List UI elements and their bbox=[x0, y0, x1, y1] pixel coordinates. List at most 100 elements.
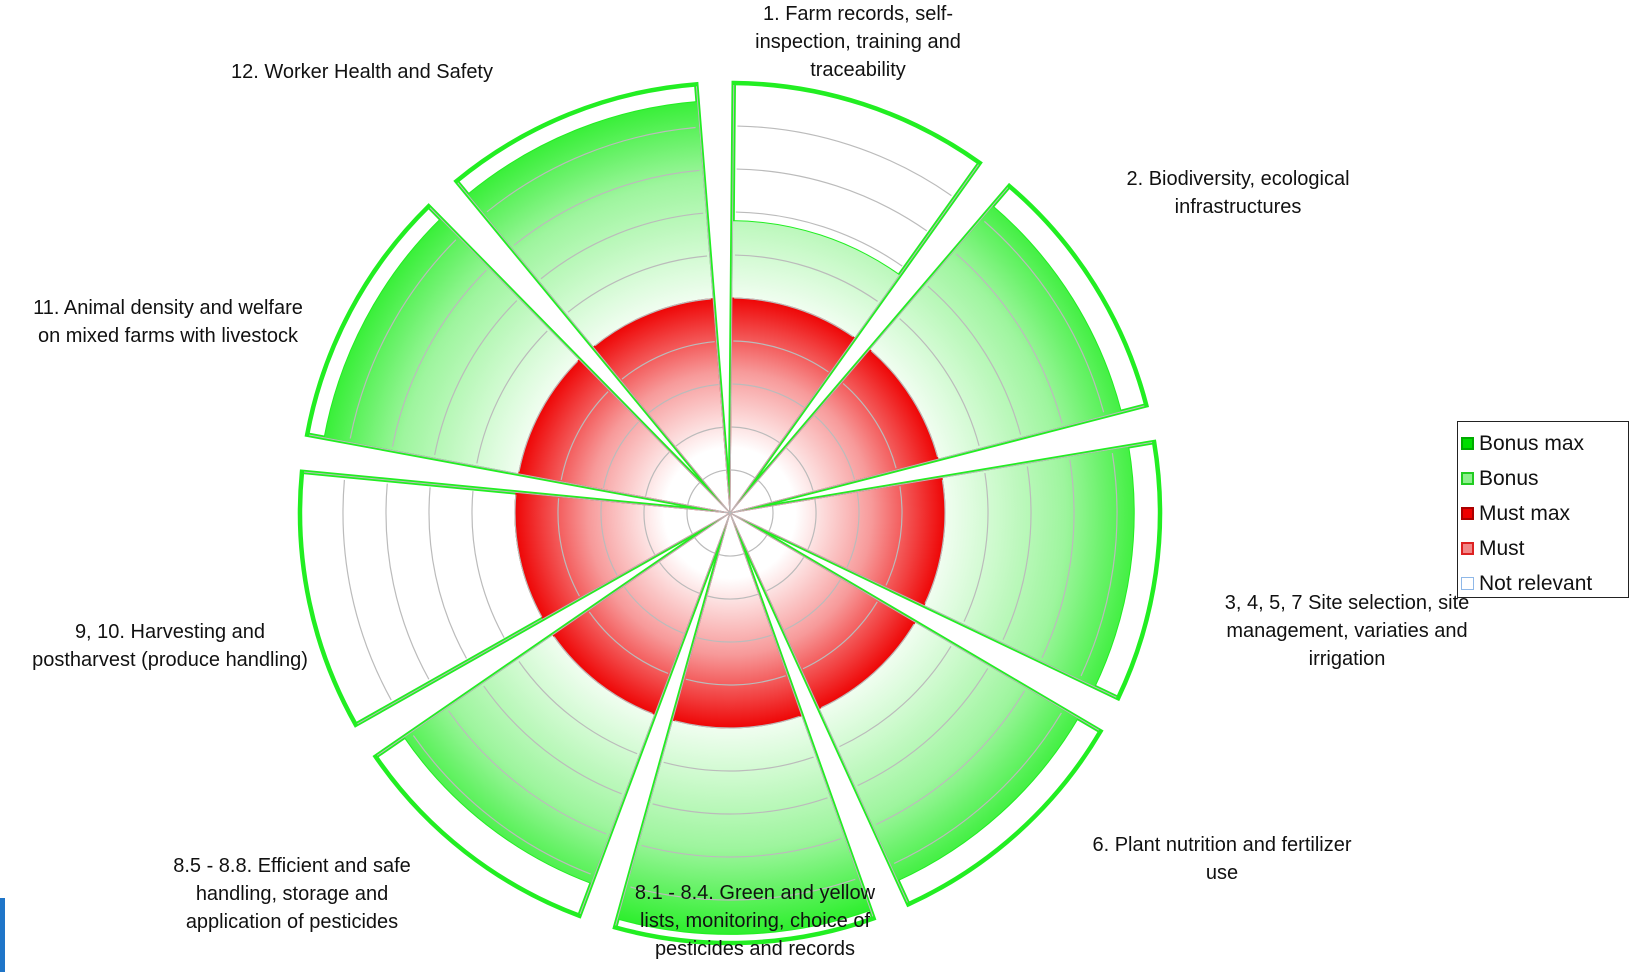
grid-ring-arc bbox=[342, 479, 392, 701]
grid-spoke bbox=[729, 405, 1145, 514]
grid-ring-arc bbox=[820, 623, 915, 709]
grid-spoke bbox=[729, 187, 1009, 514]
grid-ring-arc bbox=[567, 255, 708, 313]
category-label: 6. Plant nutrition and fertilizer use bbox=[1092, 834, 1351, 884]
grid-ring-arc bbox=[734, 254, 878, 302]
grid-spoke bbox=[303, 471, 731, 514]
grid-ring-arc bbox=[476, 330, 548, 464]
grid-ring-arc bbox=[694, 537, 715, 554]
grid-ring-arc bbox=[731, 426, 780, 443]
grid-ring-arc bbox=[674, 715, 800, 729]
grid-ring-arc bbox=[686, 509, 693, 535]
grid-ring-arc bbox=[737, 125, 952, 197]
grid-ring-arc bbox=[385, 483, 430, 680]
category-label: 2. Biodiversity, ecological infrastructur… bbox=[1126, 168, 1349, 218]
grid-ring-arc bbox=[766, 557, 805, 592]
swatch-must-max-icon bbox=[1461, 507, 1474, 520]
swatch-must-icon bbox=[1461, 542, 1474, 555]
category-label-line: 11. Animal density and welfare bbox=[33, 297, 303, 319]
grid-ring-arc bbox=[857, 668, 989, 787]
grid-ring-arc bbox=[707, 593, 759, 600]
category-label-line: 8.5 - 8.8. Efficient and safe bbox=[173, 855, 411, 877]
grid-ring-arc bbox=[735, 211, 903, 267]
legend-label: Bonus max bbox=[1479, 431, 1585, 455]
grid-ring-arc bbox=[702, 469, 727, 481]
grid-ring-arc bbox=[514, 494, 543, 618]
category-label-line: use bbox=[1206, 862, 1238, 884]
grid-spoke bbox=[579, 512, 731, 915]
grid-ring-arc bbox=[412, 735, 591, 875]
category-label-line: 2. Biodiversity, ecological bbox=[1126, 168, 1349, 190]
category-label-line: 6. Plant nutrition and fertilizer bbox=[1092, 834, 1351, 856]
category-label-line: 8.1 - 8.4. Green and yellow bbox=[635, 882, 876, 904]
category-label-line: on mixed farms with livestock bbox=[38, 325, 299, 347]
grid-ring-arc bbox=[630, 878, 856, 901]
grid-ring-arc bbox=[518, 360, 579, 472]
grid-ring-arc bbox=[641, 837, 842, 858]
category-label: 9, 10. Harvesting and postharvest (produc… bbox=[32, 621, 308, 671]
legend-label: Must max bbox=[1479, 501, 1571, 525]
grid-ring-arc bbox=[955, 253, 1063, 424]
grid-ring-arc bbox=[1080, 453, 1118, 677]
grid-ring-arc bbox=[621, 341, 715, 380]
legend-item-not-relevant: Not relevant bbox=[1461, 566, 1625, 601]
legend-label: Must bbox=[1479, 536, 1525, 560]
swatch-bonus-max-icon bbox=[1461, 437, 1474, 450]
grid-ring-arc bbox=[588, 611, 669, 675]
grid-ring-arc bbox=[846, 492, 860, 568]
grid-ring-arc bbox=[696, 634, 772, 643]
category-label-line: lists, monitoring, choice of bbox=[640, 910, 871, 932]
category-label-line: 3, 4, 5, 7 Site selection, site bbox=[1225, 592, 1470, 614]
category-labels: 1. Farm records, self-inspection, traini… bbox=[32, 3, 1469, 960]
grid-ring-arc bbox=[757, 480, 773, 502]
grid-spoke bbox=[376, 512, 731, 756]
legend-label: Bonus bbox=[1479, 466, 1539, 490]
grid-spoke bbox=[429, 207, 731, 514]
category-label: 11. Animal density and welfare on mixed f… bbox=[33, 297, 303, 347]
grid-ring-arc bbox=[842, 382, 897, 469]
grid-ring-arc bbox=[839, 645, 952, 748]
grid-ring-arc bbox=[963, 472, 989, 622]
grid-spoke bbox=[457, 182, 731, 514]
grid-ring-arc bbox=[645, 451, 670, 497]
grid-ring-arc bbox=[663, 756, 814, 772]
category-label-line: infrastructures bbox=[1175, 196, 1302, 218]
grid-ring-arc bbox=[675, 426, 723, 447]
grid-ring-arc bbox=[594, 298, 711, 347]
legend-item-must-max: Must max bbox=[1461, 496, 1625, 531]
grid-ring-arc bbox=[434, 300, 518, 456]
category-label-line: application of pesticides bbox=[186, 911, 398, 933]
grid-ring-arc bbox=[448, 710, 607, 835]
grid-spoke bbox=[729, 441, 1153, 514]
grid-spoke bbox=[357, 512, 731, 725]
grid-spoke bbox=[695, 86, 731, 514]
legend-item-must: Must bbox=[1461, 531, 1625, 566]
grid-ring-arc bbox=[893, 712, 1062, 865]
grid-ring-arc bbox=[540, 212, 704, 280]
grid-ring-arc bbox=[643, 505, 656, 555]
grid-lines bbox=[303, 85, 1153, 926]
grid-ring-arc bbox=[687, 482, 700, 505]
category-label-line: 12. Worker Health and Safety bbox=[231, 61, 493, 83]
legend-item-bonus-max: Bonus max bbox=[1461, 426, 1625, 461]
category-label-line: management, variaties and bbox=[1226, 620, 1467, 642]
grid-ring-arc bbox=[927, 285, 1022, 435]
grid-ring-arc bbox=[732, 383, 805, 408]
category-label-line: pesticides and records bbox=[655, 938, 855, 960]
grid-spoke bbox=[729, 512, 1117, 698]
grid-ring-arc bbox=[486, 126, 696, 213]
category-label-line: handling, storage and bbox=[196, 883, 388, 905]
legend-label: Not relevant bbox=[1479, 571, 1593, 595]
category-label-line: 9, 10. Harvesting and bbox=[75, 621, 265, 643]
grid-ring-arc bbox=[602, 421, 640, 489]
grid-ring-arc bbox=[814, 415, 856, 480]
grid-ring-arc bbox=[428, 487, 468, 659]
grid-ring-arc bbox=[1002, 466, 1032, 640]
grid-ring-arc bbox=[984, 220, 1105, 413]
grid-ring-arc bbox=[557, 498, 580, 597]
grid-ring-arc bbox=[513, 169, 700, 246]
grid-ring-arc bbox=[623, 586, 684, 634]
grid-ring-arc bbox=[768, 506, 774, 532]
swatch-not-relevant-icon bbox=[1461, 577, 1474, 590]
